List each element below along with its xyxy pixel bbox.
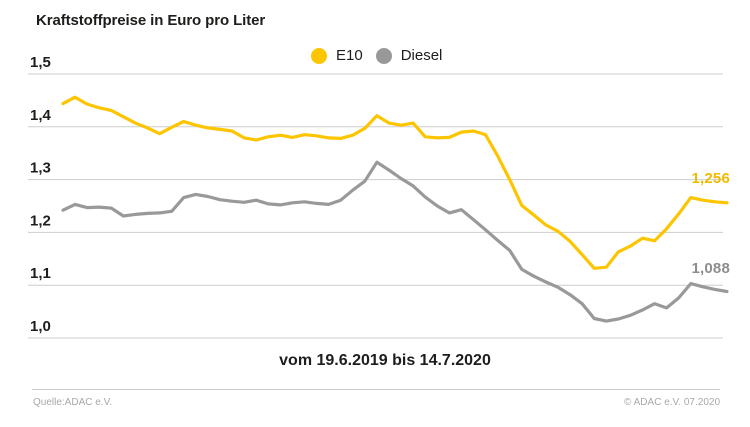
y-tick-label: 1,0 xyxy=(30,318,51,335)
y-tick-label: 1,1 xyxy=(30,265,51,282)
legend-label-e10: E10 xyxy=(336,47,363,64)
footer-divider xyxy=(32,389,720,390)
legend-label-diesel: Diesel xyxy=(400,47,443,64)
y-tick-label: 1,4 xyxy=(30,107,52,124)
x-axis-range-label: vom 19.6.2019 bis 14.7.2020 xyxy=(279,352,491,369)
e10-end-value-label: 1,256 xyxy=(691,170,730,187)
legend-dot-e10-icon xyxy=(311,47,327,64)
legend-dot-diesel-icon xyxy=(375,47,392,64)
e10-line xyxy=(61,95,729,270)
y-tick-label: 1,3 xyxy=(30,160,51,177)
chart-title: Kraftstoffpreise in Euro pro Liter xyxy=(36,12,266,29)
y-tick-label: 1,5 xyxy=(30,54,51,71)
diesel-line xyxy=(61,160,729,323)
copyright-note: © ADAC e.V. 07.2020 xyxy=(624,397,720,408)
chart-legend: E10 Diesel xyxy=(311,47,442,64)
diesel-end-value-label: 1,088 xyxy=(691,260,730,277)
y-tick-label: 1,2 xyxy=(30,212,51,229)
source-note: Quelle:ADAC e.V. xyxy=(33,397,113,408)
